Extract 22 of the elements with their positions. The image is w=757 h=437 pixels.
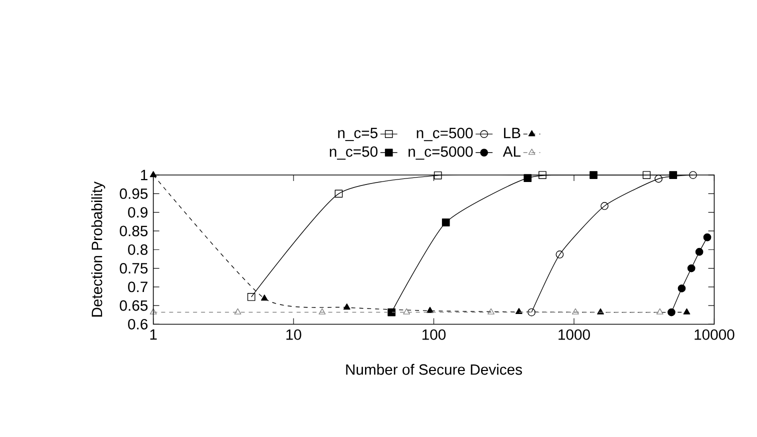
y-tick-label: 0.85 — [120, 226, 148, 236]
y-tick-label: 0.65 — [120, 300, 148, 312]
y-tick-label: 0.95 — [120, 188, 148, 200]
y-tick-label: 0.75 — [120, 263, 148, 274]
legend-label: AL — [502, 146, 521, 157]
legend-label: n_c=5000 — [408, 146, 473, 160]
legend-label: n_c=5 — [338, 128, 378, 142]
y-axis-title: Detection Probability — [91, 182, 106, 317]
y-tick-label: 1 — [141, 170, 148, 180]
x-axis-title: Number of Secure Devices — [346, 364, 522, 376]
legend-label: n_c=500 — [416, 128, 473, 142]
x-tick-label: 100 — [422, 330, 446, 340]
legend-label: LB — [504, 128, 520, 138]
x-tick-label: 1 — [150, 330, 157, 340]
x-tick-label: 1000 — [558, 330, 590, 340]
legend-label: n_c=50 — [330, 146, 378, 160]
y-tick-label: 0.6 — [128, 319, 148, 330]
y-tick-label: 0.7 — [128, 282, 148, 292]
x-tick-label: 10000 — [694, 330, 734, 340]
y-tick-label: 0.8 — [128, 244, 148, 256]
x-tick-label: 10 — [286, 330, 302, 340]
y-tick-label: 0.9 — [128, 207, 148, 218]
